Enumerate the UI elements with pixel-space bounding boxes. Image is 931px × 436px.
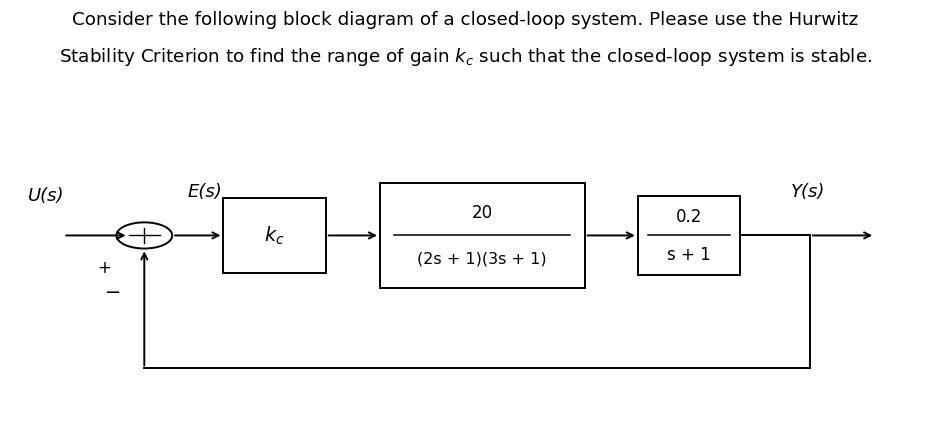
Text: U(s): U(s) xyxy=(28,187,64,205)
Text: s + 1: s + 1 xyxy=(668,245,710,264)
Bar xyxy=(380,183,585,288)
Bar xyxy=(223,198,326,272)
Text: 20: 20 xyxy=(472,204,492,222)
Text: Stability Criterion to find the range of gain $k_c$ such that the closed-loop sy: Stability Criterion to find the range of… xyxy=(59,46,872,68)
Text: 0.2: 0.2 xyxy=(676,208,702,226)
Text: Y(s): Y(s) xyxy=(791,183,826,201)
Text: Consider the following block diagram of a closed-loop system. Please use the Hur: Consider the following block diagram of … xyxy=(73,11,858,29)
Text: E(s): E(s) xyxy=(187,183,223,201)
Text: −: − xyxy=(105,283,122,302)
Text: $k_c$: $k_c$ xyxy=(264,224,285,247)
Bar xyxy=(638,196,740,275)
Text: +: + xyxy=(98,259,111,277)
Text: (2s + 1)(3s + 1): (2s + 1)(3s + 1) xyxy=(417,252,547,267)
